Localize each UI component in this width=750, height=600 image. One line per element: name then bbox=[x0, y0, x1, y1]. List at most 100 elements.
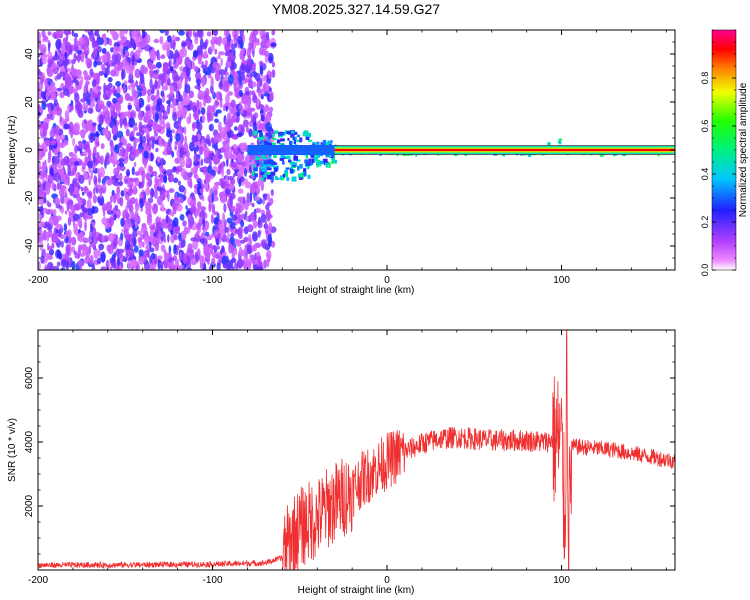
noise-blob bbox=[151, 170, 158, 177]
onset-patch bbox=[291, 176, 297, 182]
noise-blob bbox=[142, 135, 147, 144]
onset-patch bbox=[287, 137, 290, 141]
onset-patch bbox=[289, 140, 293, 146]
noise-blob bbox=[269, 197, 274, 205]
noise-blob bbox=[38, 151, 44, 161]
noise-blob bbox=[182, 171, 189, 181]
noise-blob bbox=[127, 104, 132, 110]
noise-blob bbox=[178, 232, 182, 242]
noise-blob bbox=[86, 75, 92, 81]
noise-blob bbox=[159, 164, 164, 173]
noise-blob bbox=[79, 212, 84, 218]
noise-blob bbox=[157, 125, 165, 130]
noise-blob bbox=[203, 50, 208, 58]
noise-blob bbox=[188, 76, 191, 82]
noise-blob bbox=[163, 64, 169, 72]
noise-blob bbox=[69, 185, 75, 194]
noise-blob bbox=[74, 145, 78, 154]
noise-blob bbox=[93, 60, 98, 68]
noise-blob bbox=[42, 229, 48, 241]
noise-blob bbox=[78, 142, 85, 149]
noise-blob bbox=[197, 109, 201, 115]
noise-blob bbox=[190, 251, 194, 257]
noise-blob bbox=[101, 54, 108, 64]
noise-blob bbox=[192, 105, 198, 113]
noise-blob bbox=[153, 121, 159, 132]
noise-blob bbox=[247, 54, 252, 66]
noise-blob bbox=[169, 66, 174, 72]
noise-blob bbox=[109, 216, 115, 226]
noise-blob bbox=[204, 138, 211, 145]
noise-blob bbox=[99, 114, 104, 125]
noise-blob bbox=[236, 132, 243, 138]
noise-blob bbox=[201, 115, 206, 123]
onset-patch bbox=[330, 154, 334, 158]
noise-blob bbox=[97, 234, 101, 242]
noise-blob bbox=[210, 214, 214, 224]
colorbar-tick-label: 0.2 bbox=[700, 216, 710, 229]
colorbar-tick-label: 0.4 bbox=[700, 168, 710, 181]
noise-blob bbox=[258, 47, 264, 56]
onset-patch bbox=[325, 143, 329, 146]
noise-blob bbox=[129, 112, 135, 118]
spectrogram-x-tick-label: -200 bbox=[28, 275, 48, 286]
noise-blob bbox=[73, 32, 79, 38]
noise-blob bbox=[103, 38, 107, 47]
onset-patch bbox=[299, 177, 303, 180]
noise-blob bbox=[227, 74, 234, 85]
noise-blob bbox=[238, 178, 242, 188]
noise-blob bbox=[187, 176, 193, 188]
noise-blob bbox=[121, 145, 124, 153]
onset-patch bbox=[308, 139, 313, 142]
onset-patch bbox=[271, 137, 277, 140]
noise-blob bbox=[222, 140, 228, 146]
noise-blob bbox=[45, 252, 51, 261]
noise-blob bbox=[264, 50, 269, 57]
noise-blob bbox=[117, 256, 120, 267]
noise-blob bbox=[127, 259, 133, 269]
noise-blob bbox=[78, 231, 85, 243]
noise-blob bbox=[173, 63, 179, 70]
noise-blob bbox=[127, 182, 134, 189]
noise-blob bbox=[71, 59, 76, 65]
noise-blob bbox=[158, 55, 161, 61]
noise-blob bbox=[95, 184, 102, 189]
onset-patch bbox=[296, 139, 302, 143]
noise-blob bbox=[215, 253, 221, 259]
noise-blob bbox=[140, 73, 145, 85]
noise-blob bbox=[219, 101, 223, 108]
noise-blob bbox=[115, 47, 121, 52]
noise-blob bbox=[68, 85, 75, 94]
noise-blob bbox=[41, 91, 46, 99]
noise-blob bbox=[68, 121, 74, 132]
noise-blob bbox=[65, 236, 69, 243]
noise-blob bbox=[127, 96, 134, 101]
noise-blob bbox=[59, 115, 62, 123]
noise-blob bbox=[101, 234, 105, 243]
noise-blob bbox=[59, 91, 65, 99]
noise-blob bbox=[220, 196, 227, 204]
noise-blob bbox=[246, 73, 250, 79]
noise-blob bbox=[120, 217, 125, 227]
noise-blob bbox=[178, 56, 183, 65]
noise-blob bbox=[231, 43, 238, 49]
noise-blob bbox=[115, 174, 122, 179]
noise-blob bbox=[86, 199, 92, 210]
noise-blob bbox=[153, 203, 158, 211]
noise-blob bbox=[258, 216, 261, 226]
noise-blob bbox=[111, 53, 119, 63]
noise-blob bbox=[150, 94, 156, 102]
noise-blob bbox=[157, 179, 162, 187]
noise-blob bbox=[225, 188, 232, 195]
noise-blob bbox=[159, 36, 164, 45]
noise-blob bbox=[200, 238, 205, 244]
noise-blob bbox=[41, 54, 47, 65]
noise-blob bbox=[241, 213, 245, 218]
noise-blob bbox=[194, 172, 198, 180]
noise-blob bbox=[177, 102, 184, 112]
noise-blob bbox=[138, 249, 144, 257]
noise-blob bbox=[237, 85, 241, 93]
noise-blob bbox=[264, 220, 268, 231]
onset-patch bbox=[299, 137, 303, 143]
noise-blob bbox=[271, 240, 276, 248]
